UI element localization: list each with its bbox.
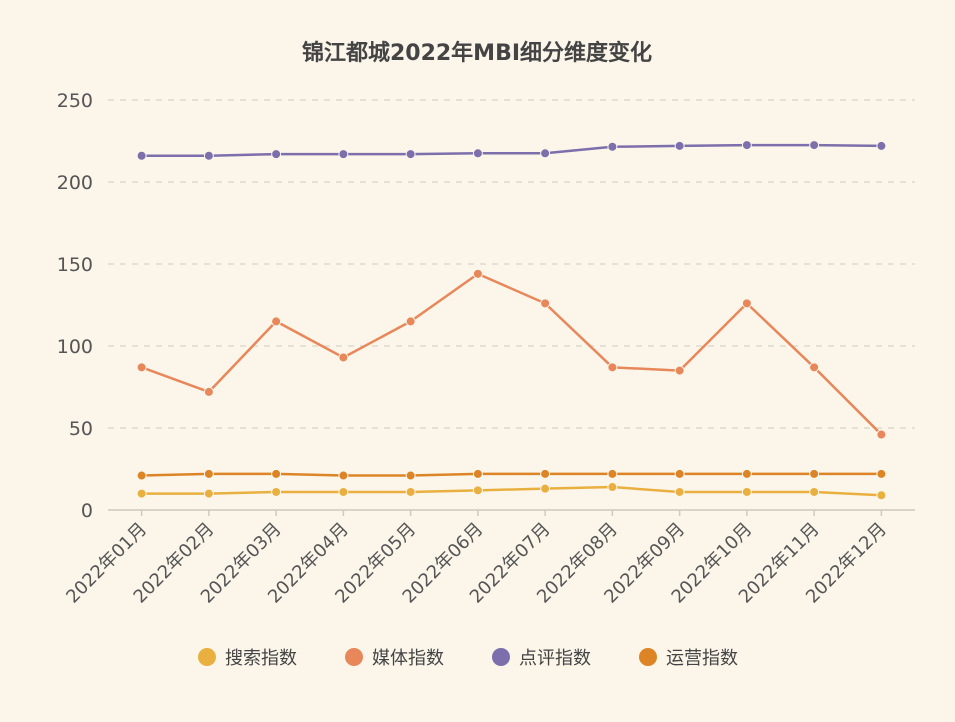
legend-marker [198,648,216,666]
data-point[interactable] [136,150,147,161]
data-point[interactable] [472,468,483,479]
data-point[interactable] [607,141,618,152]
data-point[interactable] [136,488,147,499]
data-point[interactable] [809,140,820,151]
x-axis-ticks: 2022年01月2022年02月2022年03月2022年04月2022年05月… [62,510,891,608]
data-point[interactable] [540,468,551,479]
data-point[interactable] [405,316,416,327]
legend-item[interactable]: 媒体指数 [345,648,444,669]
series-3 [136,140,887,161]
legend-label: 点评指数 [519,648,591,669]
data-point[interactable] [136,362,147,373]
data-point[interactable] [674,486,685,497]
data-point[interactable] [136,470,147,481]
data-point[interactable] [674,468,685,479]
data-point[interactable] [540,148,551,159]
data-point[interactable] [271,316,282,327]
data-point[interactable] [607,362,618,373]
series-line [141,143,882,158]
data-point[interactable] [607,482,618,493]
data-point[interactable] [338,352,349,363]
y-axis-ticks: 0 50 100 150 200 250 [57,90,93,522]
legend-marker [639,648,657,666]
series-4 [136,468,887,481]
data-point[interactable] [876,468,887,479]
data-point[interactable] [741,298,752,309]
data-point[interactable] [809,468,820,479]
data-point[interactable] [472,485,483,496]
y-tick-label: 50 [69,418,93,440]
data-point[interactable] [405,470,416,481]
legend-marker [345,648,363,666]
data-point[interactable] [203,468,214,479]
data-point[interactable] [271,486,282,497]
data-point[interactable] [405,486,416,497]
data-point[interactable] [405,149,416,160]
data-point[interactable] [876,429,887,440]
legend-label: 运营指数 [666,648,738,669]
legend-label: 搜索指数 [225,648,297,669]
series-lines [136,140,887,501]
data-point[interactable] [607,468,618,479]
legend-item[interactable]: 点评指数 [492,648,591,669]
data-point[interactable] [674,140,685,151]
legend-item[interactable]: 搜索指数 [198,648,297,669]
data-point[interactable] [338,486,349,497]
chart-title: 锦江都城2022年MBI细分维度变化 [302,40,652,66]
legend[interactable]: 搜索指数 媒体指数 点评指数 运营指数 [198,648,738,669]
y-tick-label: 100 [57,336,93,358]
legend-marker [492,648,510,666]
y-tick-label: 200 [57,172,93,194]
data-point[interactable] [741,140,752,151]
series-2 [136,268,887,440]
data-point[interactable] [203,386,214,397]
data-point[interactable] [809,362,820,373]
y-tick-label: 0 [81,500,93,522]
data-point[interactable] [540,483,551,494]
data-point[interactable] [271,149,282,160]
legend-label: 媒体指数 [372,648,444,669]
data-point[interactable] [876,140,887,151]
data-point[interactable] [809,486,820,497]
y-tick-label: 250 [57,90,93,112]
legend-item[interactable]: 运营指数 [639,648,738,669]
data-point[interactable] [338,149,349,160]
grid-lines [108,99,915,429]
series-line [141,485,882,497]
series-1 [136,482,887,501]
data-point[interactable] [203,488,214,499]
series-line [141,272,883,436]
data-point[interactable] [472,268,483,279]
data-point[interactable] [876,490,887,501]
data-point[interactable] [540,298,551,309]
data-point[interactable] [338,470,349,481]
data-point[interactable] [472,148,483,159]
data-point[interactable] [203,150,214,161]
y-tick-label: 150 [57,254,93,276]
data-point[interactable] [741,486,752,497]
data-point[interactable] [741,468,752,479]
series-line [141,472,882,477]
data-point[interactable] [271,468,282,479]
data-point[interactable] [674,365,685,376]
